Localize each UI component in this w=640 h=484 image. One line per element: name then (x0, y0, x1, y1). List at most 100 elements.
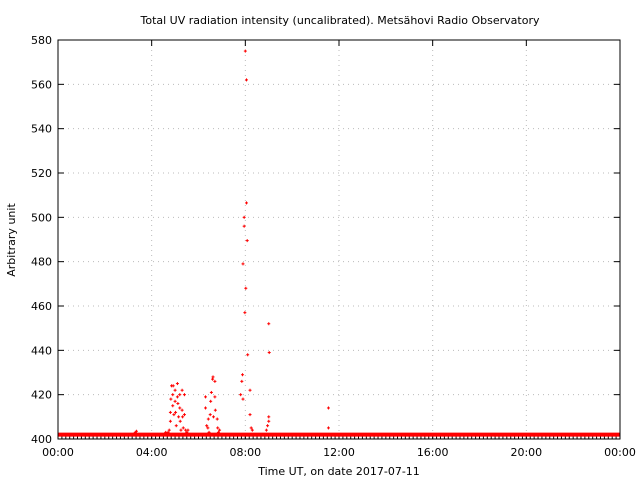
data-point (239, 393, 243, 397)
data-point (171, 393, 175, 397)
data-point (170, 384, 174, 388)
data-point (267, 322, 271, 326)
data-point (250, 428, 254, 432)
data-point (175, 382, 179, 386)
x-tick-label: 00:00 (604, 446, 636, 459)
data-point (267, 351, 271, 355)
data-point (213, 408, 217, 412)
x-tick-label: 16:00 (417, 446, 449, 459)
data-point (175, 395, 179, 399)
data-point (174, 424, 178, 428)
data-point (184, 428, 188, 432)
data-point (248, 413, 252, 417)
data-point (173, 388, 177, 392)
data-points (58, 49, 620, 437)
data-point (326, 426, 330, 430)
data-point (134, 429, 138, 433)
data-point (241, 262, 245, 266)
data-point (168, 410, 172, 414)
y-tick-label: 500 (31, 211, 52, 224)
data-point (205, 424, 209, 428)
data-point (204, 406, 208, 410)
data-point (209, 390, 213, 394)
data-point (204, 395, 208, 399)
data-point (240, 379, 244, 383)
y-tick-label: 540 (31, 123, 52, 136)
x-axis-label: Time UT, on date 2017-07-11 (257, 465, 420, 478)
y-tick-label: 420 (31, 389, 52, 402)
y-axis-label: Arbitrary unit (5, 203, 18, 277)
data-point (168, 419, 172, 423)
data-point (172, 413, 176, 417)
y-tick-label: 400 (31, 433, 52, 446)
data-point (211, 375, 215, 379)
data-point (267, 419, 271, 423)
grid (58, 40, 620, 439)
y-tick-label: 580 (31, 34, 52, 47)
data-point (245, 201, 249, 205)
data-point (185, 430, 189, 434)
data-point (216, 426, 220, 430)
data-point (133, 430, 137, 434)
data-point (176, 402, 180, 406)
data-point (248, 388, 252, 392)
data-point (241, 397, 245, 401)
data-point (242, 224, 246, 228)
data-point (264, 428, 268, 432)
data-point (266, 424, 270, 428)
data-point (211, 377, 215, 381)
data-point (186, 428, 190, 432)
data-point (243, 49, 247, 53)
data-point (178, 419, 182, 423)
data-point (206, 417, 210, 421)
x-tick-label: 12:00 (323, 446, 355, 459)
y-tick-label: 480 (31, 256, 52, 269)
data-point (244, 286, 248, 290)
data-point (181, 415, 185, 419)
data-point (211, 415, 215, 419)
data-point (180, 408, 184, 412)
data-point (241, 373, 245, 377)
chart-title: Total UV radiation intensity (uncalibrat… (140, 14, 540, 27)
data-point (181, 426, 185, 430)
data-point (213, 395, 217, 399)
data-point (174, 410, 178, 414)
plot-frame (57, 39, 621, 440)
x-tick-label: 04:00 (136, 446, 168, 459)
data-point (179, 428, 183, 432)
data-point (169, 397, 173, 401)
data-point (171, 404, 175, 408)
data-point (180, 388, 184, 392)
data-point (182, 413, 186, 417)
data-point (242, 215, 246, 219)
data-point (245, 78, 249, 82)
data-point (213, 379, 217, 383)
data-point (178, 406, 182, 410)
x-tick-label: 20:00 (510, 446, 542, 459)
data-point (209, 399, 213, 403)
data-point (249, 426, 253, 430)
data-point (206, 426, 210, 430)
data-point (178, 393, 182, 397)
data-point (166, 430, 170, 434)
data-point (167, 428, 171, 432)
data-point (246, 353, 250, 357)
data-point (216, 430, 220, 434)
x-tick-label: 08:00 (229, 446, 261, 459)
data-point (164, 430, 168, 434)
axis-ticks: 400 420 440 460 480 500 520 540 560 580 00:00 04:00… (31, 34, 636, 459)
data-point (243, 311, 247, 315)
x-tick-label: 00:00 (42, 446, 74, 459)
y-tick-label: 520 (31, 167, 52, 180)
data-point (177, 415, 181, 419)
data-point (267, 415, 271, 419)
data-point (208, 413, 212, 417)
data-point (326, 406, 330, 410)
data-point (218, 428, 222, 432)
data-point (182, 393, 186, 397)
data-point (171, 384, 175, 388)
data-point (173, 399, 177, 403)
y-tick-label: 460 (31, 300, 52, 313)
y-tick-label: 560 (31, 78, 52, 91)
data-point (215, 417, 219, 421)
